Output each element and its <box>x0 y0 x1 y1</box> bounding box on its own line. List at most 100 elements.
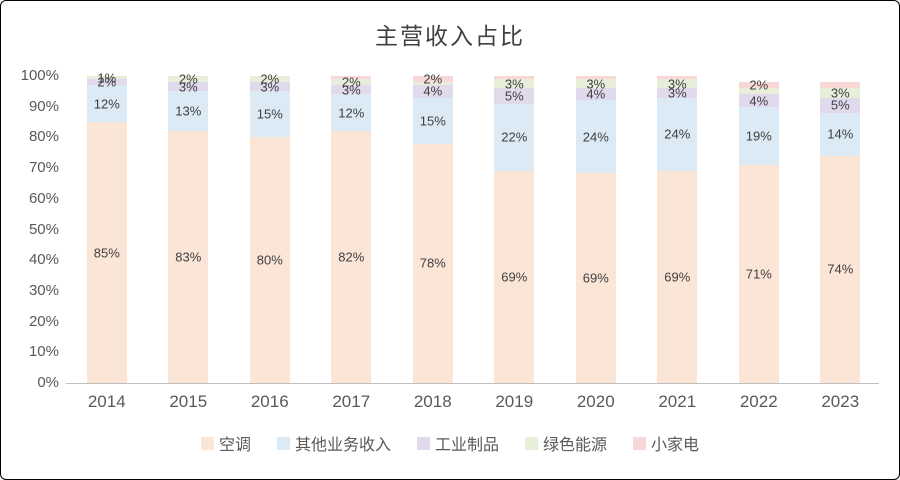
bar-2022: 71% 19% 4% 2% <box>738 78 779 383</box>
bar-slot-2022: 71% 19% 4% 2% <box>718 76 800 383</box>
segment-label: 24% <box>664 126 691 142</box>
bar-2017: 82% 12% 3% 2% <box>331 75 372 383</box>
segment-label: 12% <box>93 96 120 112</box>
legend-swatch-industrial-products <box>416 436 430 450</box>
segment-air-conditioning: 85% <box>86 122 127 383</box>
segment-air-conditioning: 83% <box>168 130 209 383</box>
segment-label: 3% <box>341 82 361 98</box>
segment-label: 2% <box>97 74 117 90</box>
bar-2018: 78% 15% 4% 2% <box>412 72 453 383</box>
legend-swatch-green-energy <box>525 436 538 450</box>
segment-label: 5% <box>504 88 524 104</box>
segment-other-business-income: 22% <box>494 103 535 172</box>
bar-slot-2014: 85% 12% 2% 1% <box>66 70 148 383</box>
legend-item-air-conditioning: 空调 <box>200 431 251 455</box>
segment-label: 4% <box>586 86 606 102</box>
segment-industrial-products: 4% <box>412 83 453 99</box>
segment-industrial-products: 3% <box>657 85 698 100</box>
segment-small-appliances <box>494 76 535 80</box>
segment-green-energy: 2% <box>249 72 290 87</box>
segment-label: 83% <box>175 249 202 265</box>
segment-other-business-income: 14% <box>820 112 861 156</box>
x-tick-label-2021: 2021 <box>658 392 697 411</box>
legend-item-industrial-products: 工业制品 <box>416 431 499 455</box>
y-tick-label: 60% <box>28 189 59 207</box>
y-tick-label: 80% <box>28 128 59 146</box>
bar-2020: 69% 24% 4% 3% <box>575 76 616 383</box>
legend-item-small-appliances: 小家电 <box>633 431 699 455</box>
legend-item-green-energy: 绿色能源 <box>525 431 607 455</box>
y-tick-label: 10% <box>28 343 59 361</box>
segment-air-conditioning: 69% <box>575 173 616 383</box>
x-tick-label-2014: 2014 <box>87 392 126 411</box>
chart-title: 主营收入占比 <box>375 24 525 50</box>
segment-air-conditioning: 78% <box>412 143 453 383</box>
bar-slot-2023: 74% 14% 5% 3% <box>800 76 882 383</box>
segment-label: 2% <box>749 77 769 93</box>
segment-label: 12% <box>338 105 365 121</box>
segment-label: 3% <box>586 76 606 92</box>
segment-green-energy: 3% <box>575 76 616 92</box>
segment-air-conditioning: 80% <box>249 137 290 383</box>
segment-label: 2% <box>260 71 280 87</box>
segment-other-business-income: 12% <box>86 85 127 123</box>
segment-label: 80% <box>256 252 283 268</box>
segment-small-appliances <box>820 82 861 89</box>
x-tick-label-2022: 2022 <box>739 392 778 411</box>
bar-2016: 80% 15% 3% 2% <box>249 72 290 383</box>
y-tick-label: 100% <box>20 67 59 84</box>
bar-slot-2018: 78% 15% 4% 2% <box>392 72 474 383</box>
x-axis-line <box>66 383 879 384</box>
segment-air-conditioning: 82% <box>331 131 372 383</box>
segment-industrial-products: 4% <box>575 86 616 102</box>
segment-label: 71% <box>745 266 772 282</box>
bar-slot-2019: 69% 22% 5% 3% <box>474 76 556 383</box>
segment-label: 2% <box>423 71 443 87</box>
y-tick-label: 0% <box>37 374 59 391</box>
x-tick-label-2019: 2019 <box>495 392 534 411</box>
legend-swatch-small-appliances <box>633 436 647 450</box>
segment-label: 74% <box>827 261 854 277</box>
segment-label: 13% <box>175 103 202 119</box>
legend-item-other-business-income: 其他业务收入 <box>276 431 391 455</box>
segment-label: 3% <box>830 85 850 101</box>
segment-label: 85% <box>93 245 120 261</box>
legend-label: 其他业务收入 <box>294 437 391 454</box>
bar-2023: 74% 14% 5% 3% <box>820 82 861 383</box>
segment-other-business-income: 13% <box>168 91 209 131</box>
segment-industrial-products: 2% <box>86 75 127 90</box>
segment-green-energy: 3% <box>820 85 861 101</box>
legend-swatch-air-conditioning <box>200 436 214 450</box>
segment-label: 14% <box>827 126 854 142</box>
bar-slot-2015: 83% 13% 3% 2% <box>148 72 230 383</box>
segment-label: 5% <box>830 97 850 113</box>
segment-air-conditioning: 69% <box>657 171 698 383</box>
segment-other-business-income: 19% <box>738 106 779 166</box>
segment-green-energy: 3% <box>494 76 535 92</box>
segment-label: 69% <box>501 269 528 285</box>
segment-other-business-income: 24% <box>575 100 616 174</box>
x-tick-label-2020: 2020 <box>576 392 615 411</box>
x-tick-label-2017: 2017 <box>332 392 371 411</box>
plot-area: 85% 12% 2% 1% 83% 13% 3% 2% 80% 15% 3% 2% 82% 12% 3% 2%… <box>66 70 882 383</box>
segment-green-energy <box>738 88 779 95</box>
x-tick-label-2023: 2023 <box>821 392 860 411</box>
segment-green-energy: 2% <box>331 75 372 90</box>
segment-label: 4% <box>423 83 443 99</box>
segment-air-conditioning: 74% <box>820 155 861 383</box>
segment-industrial-products: 5% <box>494 88 535 104</box>
segment-small-appliances <box>331 76 372 80</box>
legend-label: 工业制品 <box>434 437 499 454</box>
segment-label: 3% <box>504 76 524 92</box>
bar-slot-2021: 69% 24% 3% 3% <box>637 76 719 383</box>
legend: 空调 其他业务收入 工业制品 绿色能源 小家电 <box>1 431 899 455</box>
segment-small-appliances: 2% <box>738 78 779 93</box>
y-tick-label: 50% <box>28 220 59 238</box>
segment-label: 3% <box>178 79 198 95</box>
segment-label: 4% <box>749 93 769 109</box>
segment-industrial-products: 4% <box>738 93 779 109</box>
segment-label: 1% <box>97 70 117 86</box>
segment-label: 15% <box>419 113 446 129</box>
segment-industrial-products: 5% <box>820 97 861 113</box>
